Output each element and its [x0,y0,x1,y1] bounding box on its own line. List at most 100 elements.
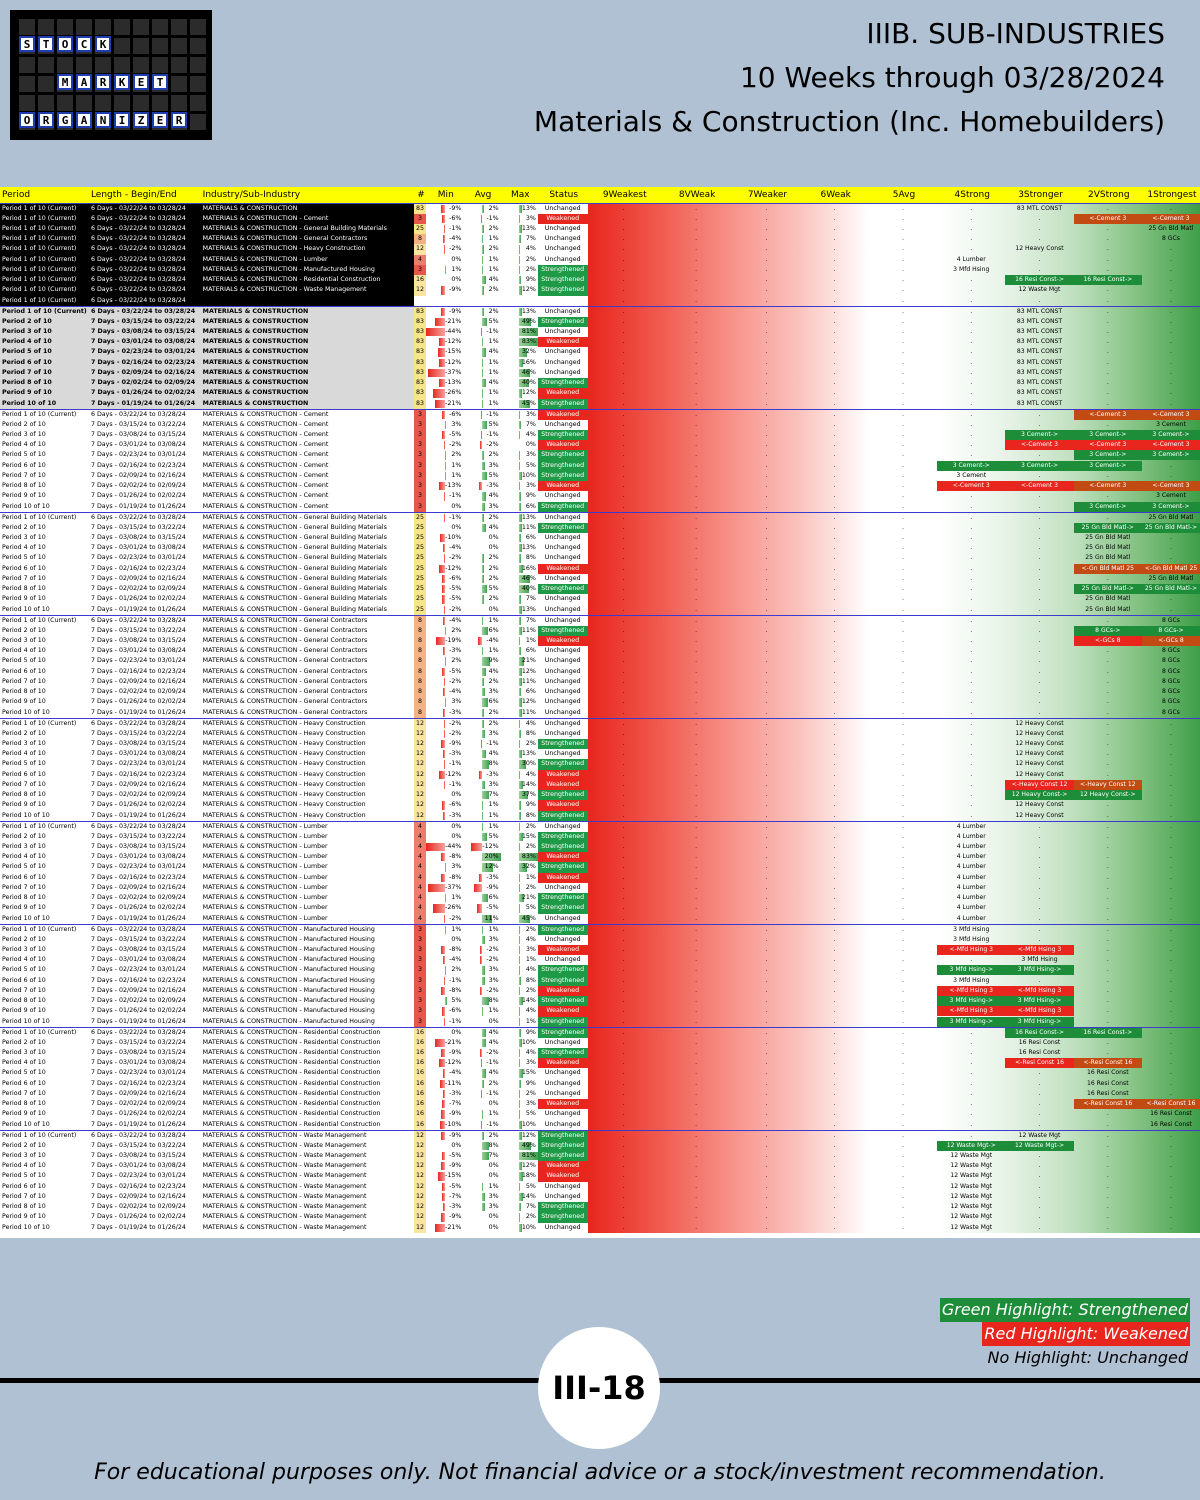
rank-label: . [765,1007,768,1015]
value-bar [481,214,483,223]
status: Unchanged [544,719,581,727]
rank-cell-1: 8 GCs [1141,676,1200,687]
rank-cell-2: . [1073,223,1142,234]
rank-cell-4: . [937,635,1006,646]
period-cell: Period 7 of 10 [0,471,89,481]
min-value: 0% [451,502,462,510]
rank-label: . [833,358,836,366]
max-value: 18% [521,1172,536,1180]
rank-label: . [695,956,698,964]
rank-cell-2: . [1073,944,1142,955]
period-cell: Period 6 of 10 [0,1079,89,1089]
min-value: -2% [449,245,462,253]
min-value-cell: -2% [426,914,463,925]
period: Period 9 of 10 [2,492,46,500]
value-bar [442,616,445,625]
length: 7 Days - 02/23/24 to 03/01/24 [90,657,186,665]
rank-cell-1: . [1141,810,1200,821]
min-value-cell: -10% [426,533,463,543]
rank-label: . [902,544,904,552]
industry: MATERIALS & CONSTRUCTION - Heavy Constru… [202,750,366,758]
period-cell: Period 9 of 10 [0,1109,89,1119]
rank-cell-6: . [800,491,869,502]
rank-label: . [622,657,625,665]
max-value: 2% [525,255,536,263]
rank-label: . [970,224,973,232]
count: 3 [417,945,422,953]
max-value-cell: 4% [501,1048,538,1058]
min-value-cell: -2% [426,605,463,616]
rank-cell-5: . [868,882,938,893]
min-value-cell: -6% [426,1006,463,1016]
rank-label: . [622,760,625,768]
rank-cell-4: 12 Waste Mgt-> [937,1140,1006,1151]
period: Period 5 of 10 [2,348,52,356]
rank-cell-5: . [868,553,938,564]
length: 7 Days - 03/15/24 to 03/22/24 [90,626,186,634]
min-value: -19% [445,636,462,644]
status: Weakened [546,873,580,881]
period: Period 10 of 10 [2,502,50,510]
status-cell: Strengthened [537,470,588,481]
rank-label: . [1169,770,1172,778]
rank-label: 16 Resi Const [1086,1069,1129,1077]
value-bar [482,595,484,604]
value-bar [519,1151,538,1160]
status: Unchanged [544,1089,581,1097]
min-value-cell: -3% [426,708,463,719]
value-bar [519,1192,523,1201]
max-value-cell: 11% [501,523,538,533]
period: Period 2 of 10 [2,1038,46,1046]
rank-label: . [902,636,904,644]
avg-value: 2% [488,224,499,232]
rank-label: . [1169,348,1172,356]
count-cell: 4 [413,862,427,873]
rank-cell-4: 4 Lumber [937,820,1006,832]
status: Strengthened [541,286,585,294]
status-cell: Weakened [537,440,588,451]
max-value-cell: 6% [501,533,538,543]
avg-value: -1% [486,430,499,438]
period-cell: Period 5 of 10 [0,656,89,666]
rank-label: . [1038,513,1041,521]
rank-cell-9: . [587,728,660,739]
rank-label: . [695,760,698,768]
length: 7 Days - 01/19/24 to 01/26/24 [90,399,196,407]
rank-cell-5: . [868,862,938,873]
length: 7 Days - 02/16/24 to 02/23/24 [90,667,186,675]
period: Period 4 of 10 [2,956,46,964]
table-row: Period 3 of 10 7 Days - 03/08/24 to 03/15… [0,841,1200,852]
rank-cell-5: . [868,841,938,852]
count-cell: 3 [413,934,427,945]
value-bar [482,245,484,254]
rank-cell-6: . [800,635,869,646]
rank-cell-7: . [732,790,801,801]
count: 83 [415,358,424,366]
table-row: Period 9 of 10 7 Days - 01/26/24 to 02/02… [0,388,1200,399]
rank-cell-7: . [732,450,801,461]
rank-cell-9: . [587,470,660,481]
rank-label: . [970,348,973,356]
period-cell: Period 3 of 10 [0,430,89,440]
period: Period 4 of 10 [2,750,46,758]
rank-label: . [902,1141,904,1149]
rank-label: . [622,935,625,943]
industry-cell: MATERIALS & CONSTRUCTION - Heavy Constru… [201,800,414,810]
rank-label: . [902,760,904,768]
rank-cell-4: . [937,707,1006,718]
rank-cell-2: . [1073,738,1142,749]
rank-label: 12 Waste Mgt [950,1151,993,1159]
avg-value: -1% [486,214,499,222]
rank-label: . [695,894,698,902]
status-cell: Strengthened [537,450,588,461]
length-cell: 7 Days - 03/08/24 to 03/15/24 [89,739,201,749]
rank-cell-8: . [659,460,733,471]
value-bar [482,1038,486,1047]
rank-label: . [1106,399,1109,407]
period: Period 3 of 10 [2,842,46,850]
value-bar [443,677,445,686]
logo-letter: I [114,112,130,128]
value-bar [444,657,446,666]
rank-label: . [970,554,973,562]
industry: MATERIALS & CONSTRUCTION - Waste Managem… [202,286,367,294]
